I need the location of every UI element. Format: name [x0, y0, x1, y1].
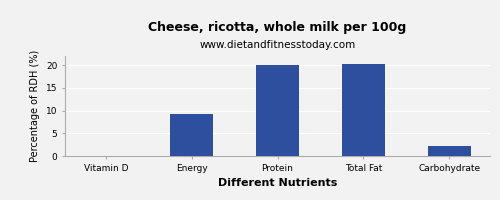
Bar: [428, 146, 470, 156]
Bar: [342, 64, 385, 156]
Text: www.dietandfitnesstoday.com: www.dietandfitnesstoday.com: [200, 40, 356, 50]
Y-axis label: Percentage of RDH (%): Percentage of RDH (%): [30, 50, 40, 162]
Text: Cheese, ricotta, whole milk per 100g: Cheese, ricotta, whole milk per 100g: [148, 21, 406, 34]
Bar: [170, 114, 213, 156]
X-axis label: Different Nutrients: Different Nutrients: [218, 178, 337, 188]
Bar: [256, 65, 299, 156]
